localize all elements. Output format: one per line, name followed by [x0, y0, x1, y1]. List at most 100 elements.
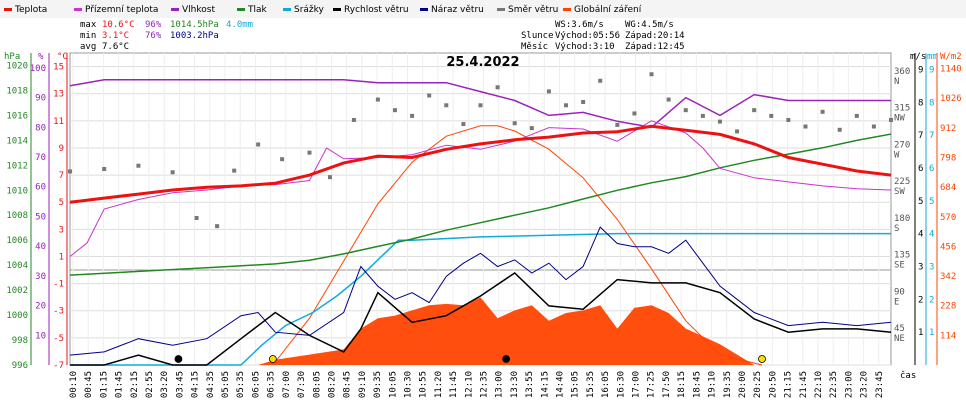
tick-label-time: 11:45 [449, 371, 459, 398]
tick-label-temp: 7 [59, 171, 64, 181]
tick-label-mm: 9 [929, 65, 934, 75]
tick-label-time: 18:45 [692, 371, 702, 398]
tick-label-time: 17:25 [647, 371, 657, 398]
tick-label-time: 06:05 [251, 371, 261, 398]
legend-label: Vlhkost [182, 5, 215, 15]
tick-label-time: 15:05 [571, 371, 581, 398]
tick-label-ms: 6 [918, 164, 923, 174]
tick-label-temp: 9 [59, 144, 64, 154]
tick-label-pct: 50 [35, 212, 46, 222]
tick-label-dir-compass: N [894, 77, 899, 87]
sunset-text: Západ:20:14 [625, 31, 685, 41]
wind-direction-point [581, 100, 586, 105]
tick-label-ms: 4 [918, 230, 923, 240]
tick-label-dir-compass: E [894, 297, 899, 307]
wind-direction-point [854, 113, 859, 118]
stat-rain: 4.0mm [226, 20, 253, 30]
wind-direction-point [307, 150, 312, 155]
marker-sunrise [268, 355, 277, 363]
wind-direction-point [632, 111, 637, 116]
wind-direction-point [136, 163, 141, 168]
tick-label-time: 09:35 [373, 371, 383, 398]
tick-label-time: 05:35 [236, 371, 246, 398]
tick-label-ms: 5 [918, 197, 923, 207]
tick-label-time: 22:10 [814, 371, 824, 398]
tick-label-hpa: 1020 [6, 61, 28, 71]
wind-direction-point [683, 108, 688, 113]
unit-ms: m/s [910, 52, 926, 62]
tick-label-mm: 5 [929, 197, 934, 207]
wind-direction-point [478, 103, 483, 108]
tick-label-time: 20:25 [753, 371, 763, 398]
tick-label-temp: -7 [53, 361, 64, 371]
legend-label: Přízemní teplota [85, 5, 158, 15]
wind-direction-point [256, 142, 261, 147]
tick-label-hpa: 1010 [6, 186, 28, 196]
unit-pct: % [38, 52, 44, 62]
astro-block: WS:3.6m/s WG:4.5m/s Slunce Východ:05:56 … [521, 20, 685, 52]
tick-label-dir: 360 [894, 67, 910, 77]
tick-label-time: 12:35 [480, 371, 490, 398]
series-humidity [69, 78, 891, 129]
wind-direction-point [752, 108, 757, 113]
tick-label-time: 21:15 [784, 371, 794, 398]
tick-label-wm2: 1140 [940, 65, 962, 75]
tick-label-pct: 90 [35, 94, 46, 104]
wind-direction-point [327, 175, 332, 180]
tick-label-hpa: 1002 [6, 286, 28, 296]
series-global-radiation [70, 297, 891, 365]
tick-label-time: 23:20 [860, 371, 870, 398]
tick-label-time: 05:05 [221, 371, 231, 398]
tick-label-hpa: 996 [12, 361, 28, 371]
tick-label-time: 07:30 [297, 371, 307, 398]
wind-direction-point [215, 224, 220, 229]
wind-direction-point [871, 124, 876, 129]
tick-label-dir: 225 [894, 177, 910, 187]
wind-direction-point [786, 117, 791, 122]
wind-direction-point [735, 129, 740, 134]
wind-direction-point [889, 117, 893, 122]
tick-label-time: 01:45 [115, 371, 125, 398]
legend-swatch [420, 8, 428, 11]
stat-min-hum: 76% [145, 31, 162, 41]
wind-direction-point [700, 113, 705, 118]
sun-label: Slunce [521, 31, 554, 41]
legend-swatch [237, 8, 245, 11]
tick-label-time: 09:10 [358, 371, 368, 398]
tick-label-mm: 1 [929, 328, 934, 338]
tick-label-mm: 3 [929, 262, 934, 272]
tick-label-dir-compass: NW [894, 114, 905, 124]
tick-label-time: 19:35 [723, 371, 733, 398]
tick-label-temp: 13 [53, 90, 64, 100]
tick-label-ms: 2 [918, 295, 923, 305]
tick-label-hpa: 1012 [6, 161, 28, 171]
tick-label-ms: 1 [918, 328, 923, 338]
tick-label-time: 23:00 [844, 371, 854, 398]
tick-label-wm2: 798 [940, 154, 956, 164]
legend-swatch [283, 8, 291, 11]
marker-moonrise [174, 355, 183, 363]
tick-label-time: 23:45 [875, 371, 885, 398]
tick-label-dir-compass: SW [894, 187, 905, 197]
series-theoretical-radiation [272, 125, 763, 366]
wind-direction-point [392, 108, 397, 113]
legend-label: Teplota [14, 5, 47, 15]
stat-max-temp: 10.6°C [102, 20, 135, 30]
tick-label-hpa: 1008 [6, 211, 28, 221]
stat-min-label: min [80, 31, 96, 41]
legend-label: Tlak [247, 5, 268, 15]
tick-label-wm2: 114 [940, 331, 956, 341]
tick-label-hpa: 1014 [6, 136, 28, 146]
wind-direction-point [820, 109, 825, 114]
tick-label-dir-compass: S [894, 224, 899, 234]
marker-sunset [758, 355, 766, 363]
series-wind-speed [70, 272, 892, 366]
tick-label-dir-compass: W [894, 150, 900, 160]
wind-direction-point [351, 117, 356, 122]
tick-label-pct: 30 [35, 272, 46, 282]
unit-c: °C [57, 52, 68, 62]
legend: Teplota Přízemní teplota Vlhkost Tlak Srážky… [0, 0, 966, 18]
tick-label-dir: 270 [894, 140, 910, 150]
unit-time: čas [900, 370, 916, 381]
tick-label-time: 08:45 [343, 371, 353, 398]
